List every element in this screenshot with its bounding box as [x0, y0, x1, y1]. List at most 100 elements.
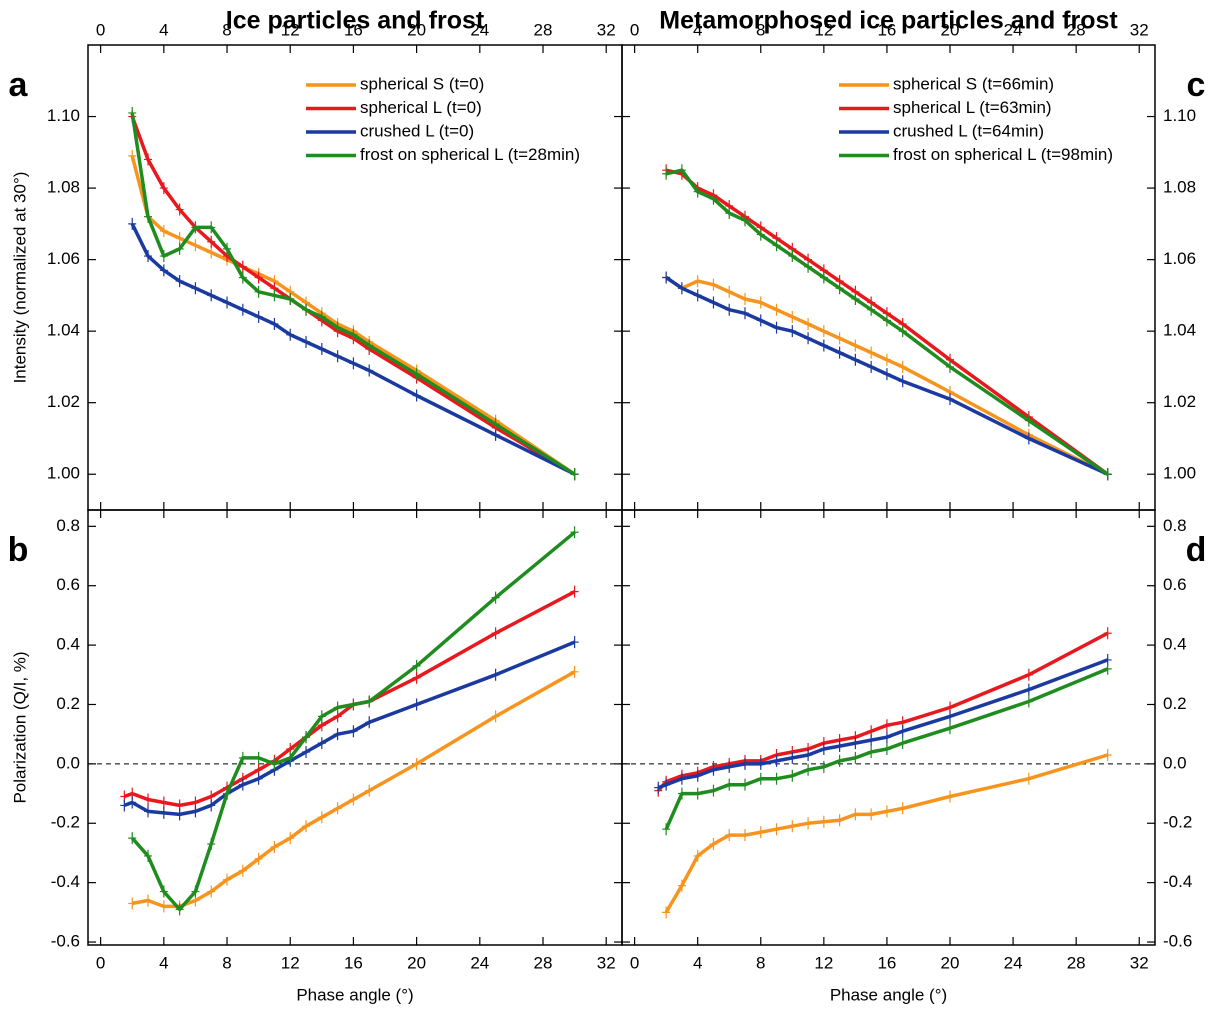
point-marker: [191, 282, 200, 295]
x-tick-label: 4: [693, 20, 702, 39]
point-marker: [867, 360, 876, 373]
point-marker: [725, 829, 734, 842]
point-marker: [662, 271, 671, 284]
series-line: [123, 590, 576, 808]
point-marker: [254, 310, 263, 323]
point-marker: [756, 772, 765, 785]
point-marker: [317, 737, 326, 750]
point-marker: [851, 339, 860, 352]
point-marker: [491, 591, 500, 604]
point-marker: [302, 820, 311, 833]
series-line: [130, 530, 576, 912]
x-tick-label: 28: [534, 953, 553, 972]
point-marker: [898, 325, 907, 338]
point-marker: [677, 879, 686, 892]
point-marker: [270, 757, 279, 770]
y-tick-label: 1.10: [47, 106, 80, 125]
plot-frame: [87, 44, 623, 511]
point-marker: [1024, 432, 1033, 445]
legend-label: crushed L (t=64min): [893, 121, 1044, 140]
y-tick-label: 0.8: [1163, 516, 1187, 535]
point-marker: [804, 748, 813, 761]
point-marker: [741, 757, 749, 770]
point-marker: [333, 802, 342, 815]
y-tick-label: -0.4: [51, 872, 80, 891]
x-tick-label: 16: [344, 953, 363, 972]
point-marker: [1103, 627, 1112, 640]
point-marker: [270, 289, 279, 302]
point-marker: [867, 303, 876, 316]
x-tick-label: 4: [159, 953, 168, 972]
point-marker: [286, 292, 295, 305]
x-tick-label: 28: [534, 20, 553, 39]
point-marker: [725, 778, 734, 791]
point-marker: [851, 737, 860, 750]
point-marker: [741, 214, 749, 227]
point-marker: [898, 725, 907, 738]
point-marker: [693, 185, 702, 198]
point-marker: [709, 296, 718, 309]
point-marker: [851, 808, 860, 821]
y-axis-label: Intensity (normalized at 30°): [10, 172, 29, 384]
x-tick-label: 28: [1067, 953, 1086, 972]
point-marker: [772, 772, 781, 785]
point-marker: [128, 832, 137, 845]
point-marker: [882, 353, 891, 366]
plot-frame: [621, 44, 1156, 511]
point-marker: [302, 745, 311, 758]
point-marker: [491, 710, 500, 723]
point-marker: [238, 864, 247, 877]
point-marker: [693, 289, 702, 302]
point-marker: [128, 106, 137, 119]
point-marker: [662, 778, 671, 791]
point-marker: [804, 817, 813, 830]
point-marker: [570, 526, 579, 539]
point-marker: [317, 811, 326, 824]
point-marker: [302, 335, 311, 348]
series-line: [130, 112, 576, 476]
point-marker: [254, 751, 263, 764]
point-marker: [491, 668, 500, 681]
legend-label: crushed L (t=0): [360, 121, 474, 140]
point-marker: [662, 167, 671, 180]
point-marker: [412, 698, 421, 711]
y-tick-label: 1.08: [1163, 178, 1196, 197]
x-tick-label: 8: [756, 20, 765, 39]
point-marker: [159, 250, 168, 263]
panel-title: Ice particles and frost: [226, 7, 485, 35]
y-tick-label: -0.6: [51, 932, 80, 951]
point-marker: [819, 271, 828, 284]
point-marker: [254, 285, 263, 298]
point-marker: [207, 838, 216, 851]
point-marker: [207, 235, 216, 248]
point-marker: [223, 873, 232, 886]
point-marker: [946, 722, 954, 735]
point-marker: [867, 346, 876, 359]
x-tick-label: 16: [877, 953, 896, 972]
point-marker: [254, 271, 263, 284]
point-marker: [867, 808, 876, 821]
point-marker: [491, 418, 500, 431]
point-marker: [898, 802, 907, 815]
point-marker: [772, 823, 781, 836]
point-marker: [191, 885, 200, 898]
x-tick-label: 32: [1130, 953, 1149, 972]
x-tick-label: 32: [597, 953, 616, 972]
point-marker: [412, 368, 421, 381]
point-marker: [207, 799, 216, 812]
point-marker: [946, 360, 954, 373]
point-marker: [223, 296, 232, 309]
point-marker: [898, 375, 907, 388]
panel-letter: a: [9, 66, 29, 104]
point-marker: [317, 710, 326, 723]
point-marker: [851, 292, 860, 305]
y-tick-label: 0.4: [56, 635, 80, 654]
point-marker: [898, 360, 907, 373]
point-marker: [238, 751, 247, 764]
legend-label: spherical S (t=0): [360, 74, 484, 93]
x-tick-label: 24: [1004, 953, 1023, 972]
point-marker: [1024, 668, 1033, 681]
point-marker: [207, 246, 216, 259]
point-marker: [365, 364, 374, 377]
point-marker: [662, 823, 671, 836]
